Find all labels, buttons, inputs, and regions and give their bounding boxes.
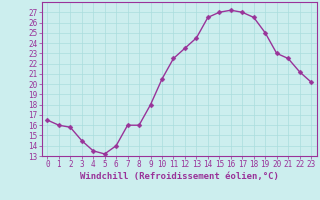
- X-axis label: Windchill (Refroidissement éolien,°C): Windchill (Refroidissement éolien,°C): [80, 172, 279, 181]
